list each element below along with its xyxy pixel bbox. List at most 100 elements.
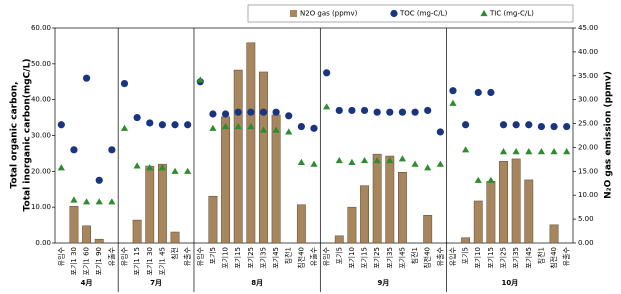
triangle-point (563, 148, 571, 155)
bar (246, 42, 256, 244)
circle-point (70, 146, 78, 154)
bar (398, 172, 407, 244)
x-tick-label: 포기45 (271, 247, 280, 269)
legend-box (247, 4, 574, 23)
bar (145, 165, 155, 244)
circle-point (221, 110, 230, 118)
circle-point (563, 122, 571, 131)
triangle-point (436, 160, 444, 167)
y-axis-label: Total inorganic carbon(mgC/L) (23, 59, 33, 212)
triangle-point (184, 167, 192, 174)
x-tick-label: 포기5 (461, 247, 470, 264)
group-label: 9月 (378, 279, 390, 287)
x-tick-label: 포기10 (473, 247, 482, 269)
bar (461, 237, 471, 244)
circle-point (272, 108, 280, 116)
circle-point (424, 106, 432, 115)
y-tick-label: 0.00 (35, 239, 51, 247)
circle-point (171, 121, 179, 129)
circle-point (209, 110, 217, 118)
bar (360, 185, 369, 244)
y2-axis-label: N₂O gas emission (ppmv) (604, 71, 614, 199)
x-tick-label: 유출수 (183, 246, 192, 266)
circle-point (146, 119, 154, 127)
y-tick-label: 40.00 (31, 96, 51, 104)
y2-tick-label: 0.00 (578, 239, 594, 247)
x-tick-label: 포기1 45 (157, 247, 166, 275)
circle-point (234, 108, 242, 116)
legend-swatch (290, 10, 297, 17)
x-tick-label: 포기5 (208, 247, 217, 264)
circle-point (95, 176, 103, 184)
y2-tick-label: 15.00 (578, 167, 598, 175)
circle-point (335, 106, 343, 115)
bar (221, 116, 230, 244)
circle-point (386, 108, 394, 116)
triangle-point (323, 103, 331, 110)
triangle-point (146, 164, 154, 171)
x-tick-label: 유출수 (309, 246, 318, 266)
bar (372, 153, 382, 244)
x-tick-label: 침전1 (410, 247, 419, 264)
circle-point (449, 87, 457, 95)
x-tick-label: 포기5 (334, 247, 343, 264)
y-axis-label: Total organic carbon, (10, 81, 20, 188)
x-tick-label: 포기1 30 (145, 247, 154, 275)
circle-point (550, 122, 558, 131)
circle-point (512, 121, 520, 129)
bar (385, 155, 395, 244)
triangle-point (209, 124, 217, 131)
bar (486, 181, 496, 244)
y2-tick-label: 20.00 (578, 143, 598, 151)
x-tick-label: 포기45 (397, 247, 406, 269)
x-tick-label: 포기10 (347, 247, 356, 269)
x-tick-label: 포기15 (486, 247, 495, 269)
circle-point (184, 121, 192, 129)
y2-tick-label: 25.00 (578, 120, 598, 128)
circle-point (57, 121, 65, 129)
y2-tick-label: 40.00 (578, 48, 598, 56)
x-tick-label: 유출수 (107, 246, 116, 266)
triangle-point (512, 148, 520, 155)
circle-point (398, 108, 407, 116)
y2-tick-label: 45.00 (578, 24, 598, 32)
x-tick-label: 유입수 (120, 246, 128, 266)
triangle-point (499, 148, 508, 155)
triangle-point (133, 162, 141, 169)
circle-point (525, 121, 533, 129)
group-label: 4月 (81, 279, 93, 287)
x-tick-label: 침전1 (536, 247, 545, 264)
x-tick-label: 침전1 (284, 247, 293, 264)
bar (94, 238, 104, 244)
y2-tick-label: 10.00 (578, 191, 598, 199)
group-label: 8月 (251, 279, 263, 287)
circle-point (310, 124, 318, 132)
y-tick-label: 20.00 (31, 167, 51, 175)
y2-tick-label: 5.00 (578, 215, 594, 223)
plot-area (54, 27, 574, 244)
x-tick-label: 침전40 (423, 247, 432, 269)
circle-point (247, 108, 255, 116)
y2-tick-label: 35.00 (578, 72, 598, 80)
triangle-point (95, 198, 103, 205)
bar (499, 161, 508, 244)
triangle-point (285, 128, 293, 135)
triangle-point (57, 164, 65, 171)
bar (233, 69, 243, 244)
circle-point (462, 121, 470, 129)
bar (423, 215, 433, 244)
y-tick-label: 30.00 (31, 132, 51, 140)
triangle-point (108, 198, 116, 205)
triangle-point (550, 148, 558, 155)
x-tick-label: 포기25 (372, 247, 381, 269)
x-tick-label: 포기45 (524, 247, 533, 269)
x-tick-label: 유입수 (449, 246, 457, 266)
triangle-point (297, 158, 305, 165)
bar (69, 205, 79, 244)
triangle-point (487, 176, 495, 183)
triangle-point (411, 160, 419, 167)
x-tick-label: 포기15 (360, 247, 369, 269)
circle-point (373, 108, 381, 116)
triangle-point (462, 146, 470, 153)
